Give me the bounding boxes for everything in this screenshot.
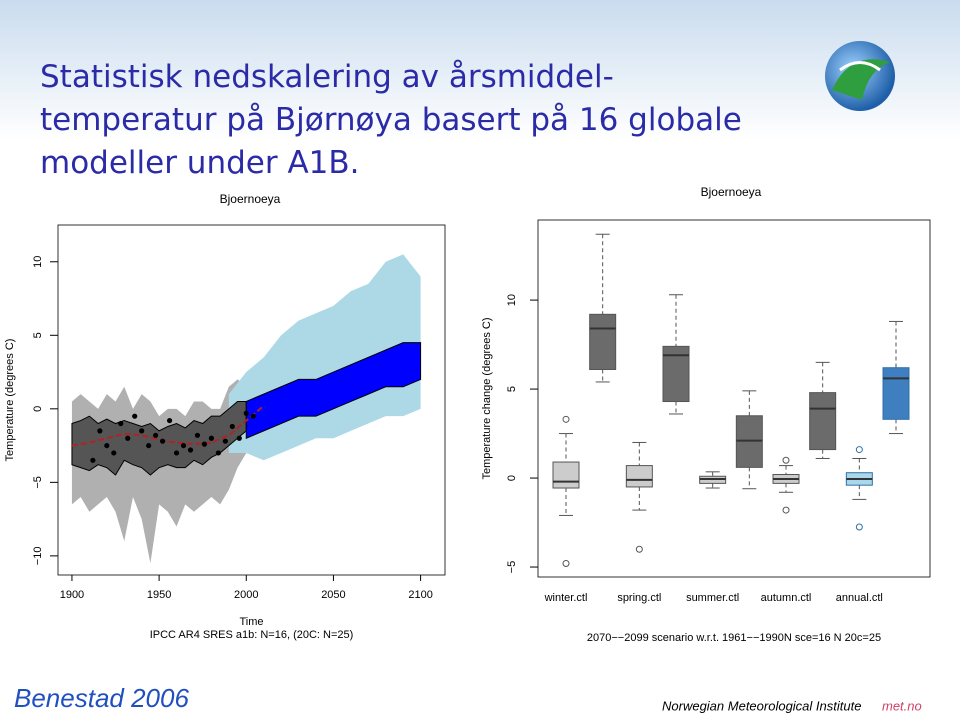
- observation: [187, 447, 194, 453]
- x-tick-label: 1950: [147, 589, 171, 601]
- x-tick-label: annual.ctl: [836, 592, 883, 604]
- x-tick-label: winter.ctl: [544, 592, 588, 604]
- y-tick-label: 0: [506, 475, 518, 481]
- observation: [180, 442, 187, 449]
- y-tick-label: 5: [32, 332, 44, 338]
- observation: [159, 438, 166, 444]
- x-tick-label: summer.ctl: [686, 592, 739, 604]
- outlier: [782, 456, 790, 464]
- x-tick-label: autumn.ctl: [761, 592, 812, 604]
- slide-title: temperatur på Bjørnøya basert på 16 glob…: [40, 102, 742, 138]
- x-tick-label: 2100: [408, 589, 432, 601]
- box: [882, 367, 910, 420]
- observation: [229, 423, 235, 430]
- observation: [194, 432, 201, 438]
- observation: [166, 417, 173, 424]
- footer-institute: Norwegian Meteorological Institute: [662, 698, 861, 713]
- band: [71, 379, 247, 564]
- logo: [825, 41, 895, 111]
- observation: [208, 435, 215, 441]
- observation: [215, 450, 221, 456]
- footer-site: met.no: [882, 698, 922, 713]
- box: [589, 313, 617, 370]
- observation: [153, 432, 159, 438]
- plot-frame: [57, 224, 446, 576]
- observation: [201, 441, 208, 447]
- caption: 2070−−2099 scenario w.r.t. 1961−−1990N s…: [587, 632, 881, 644]
- observation: [90, 457, 96, 463]
- y-tick-label: 0: [32, 406, 44, 412]
- observation: [222, 438, 228, 444]
- y-axis-label: Temperature (degrees C): [4, 339, 16, 462]
- box: [809, 392, 837, 451]
- caption: IPCC AR4 SRES a1b: N=16, (20C: N=25): [150, 629, 354, 641]
- slide-title: Statistisk nedskalering av årsmiddel-: [40, 59, 614, 95]
- x-tick-label: 1900: [60, 589, 84, 601]
- chart-title: Bjoernoeya: [220, 192, 281, 206]
- observation: [236, 435, 242, 441]
- observation: [243, 410, 249, 416]
- outlier: [562, 559, 570, 567]
- y-tick-label: 5: [506, 386, 518, 392]
- y-tick-label: −5: [32, 476, 44, 489]
- y-axis-label: Temperature change (degrees C): [481, 317, 493, 479]
- outlier: [562, 415, 570, 423]
- observation: [146, 442, 152, 449]
- x-tick-label: 2050: [321, 589, 345, 601]
- y-tick-label: −10: [32, 547, 44, 566]
- observation: [132, 413, 138, 419]
- observation: [118, 420, 124, 427]
- trend-line: [71, 405, 265, 447]
- outlier: [855, 523, 863, 531]
- observation: [104, 442, 110, 449]
- observation: [139, 428, 145, 434]
- observation: [125, 435, 131, 441]
- observation: [111, 450, 117, 456]
- observation: [173, 450, 180, 456]
- box: [625, 465, 653, 488]
- observation: [250, 413, 256, 419]
- y-tick-label: −5: [506, 561, 518, 574]
- banner: [0, 0, 960, 140]
- observation: [97, 428, 103, 434]
- outlier: [635, 545, 643, 553]
- band: [245, 342, 422, 439]
- chart-title: Bjoernoeya: [701, 185, 762, 199]
- y-tick-label: 10: [506, 294, 518, 306]
- outlier: [782, 506, 790, 514]
- x-axis-label: Time: [239, 616, 263, 628]
- slide-title: modeller under A1B.: [40, 145, 360, 181]
- footer-author: Benestad 2006: [14, 683, 189, 713]
- outlier: [855, 446, 863, 454]
- x-tick-label: spring.ctl: [617, 592, 661, 604]
- y-tick-label: 10: [32, 256, 44, 268]
- x-tick-label: 2000: [234, 589, 258, 601]
- box: [552, 461, 580, 489]
- plot-frame: [537, 219, 931, 578]
